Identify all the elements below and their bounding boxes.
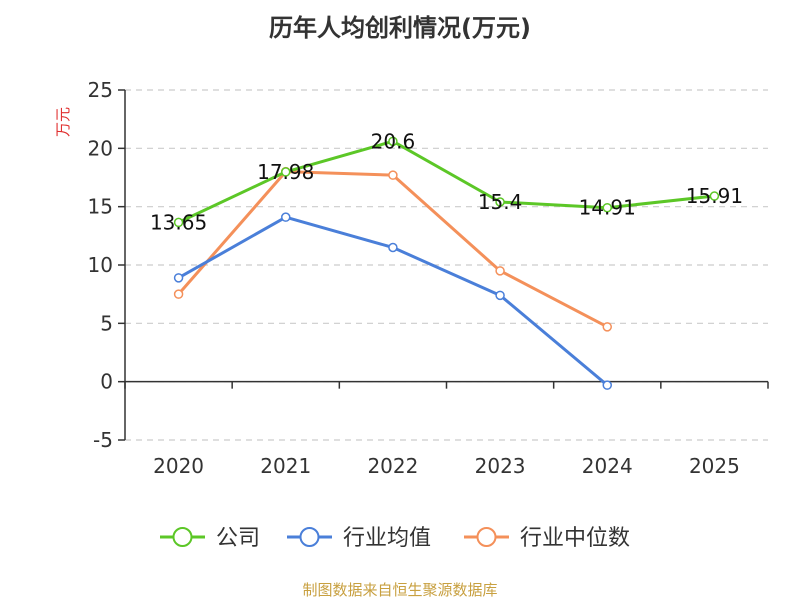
data-label: 15.91 [686,184,743,208]
series-line [177,139,715,224]
legend-item-2[interactable]: 行业中位数 [464,526,630,551]
data-point[interactable] [281,167,291,177]
y-tick-label: 20 [88,136,113,160]
data-point[interactable] [495,290,505,301]
legend-marker [476,527,497,547]
data-label: 17.98 [257,160,314,184]
data-label: 20.6 [371,129,416,153]
data-label: 13.65 [150,210,207,234]
data-point[interactable] [495,266,505,276]
data-point[interactable] [173,217,184,228]
x-tick-label: 2025 [689,454,740,478]
data-point[interactable] [388,242,398,253]
source-note: 制图数据来自恒生聚源数据库 [302,581,497,599]
data-label: 14.91 [579,196,636,220]
data-point[interactable] [602,322,612,332]
x-tick-label: 2022 [367,454,418,478]
data-point[interactable] [495,197,505,207]
legend-marker [172,527,193,547]
data-point[interactable] [388,170,398,180]
series-1 [173,212,612,390]
data-point[interactable] [602,202,612,213]
legend-item-0[interactable]: 公司 [160,526,260,551]
data-point[interactable] [388,136,398,147]
series-0 [173,136,720,228]
x-tick-label: 2024 [582,454,633,478]
data-point[interactable] [602,380,612,390]
y-tick-label: 5 [100,311,113,335]
data-label: 15.4 [478,190,523,214]
data-point[interactable] [173,289,184,299]
data-point[interactable] [173,273,184,283]
data-labels: 13.65 17.98 20.6 15.4 14.91 15.91 [150,129,743,234]
legend-item-1[interactable]: 行业均值 [287,526,431,551]
legend[interactable]: 公司 行业均值 行业中位数 [160,526,630,551]
chart-title: 历年人均创利情况(万元) [269,14,531,42]
data-point[interactable] [281,212,291,222]
x-tick-label: 2020 [153,454,204,478]
y-tick-label: 15 [88,195,113,219]
legend-label: 行业中位数 [520,526,630,551]
x-tick-label: 2021 [260,454,311,478]
y-tick-label: -5 [93,428,113,452]
y-tick-label: 10 [88,253,113,277]
y-axis-label: 万元 [54,107,72,137]
y-tick-label: 25 [88,78,113,102]
data-point[interactable] [709,191,720,201]
series-line [177,215,609,387]
legend-label: 行业均值 [343,526,431,551]
legend-label: 公司 [216,526,260,551]
legend-marker [299,527,320,547]
y-tick-label: 0 [100,370,113,394]
x-tick-label: 2023 [475,454,526,478]
series-lines [173,136,720,390]
